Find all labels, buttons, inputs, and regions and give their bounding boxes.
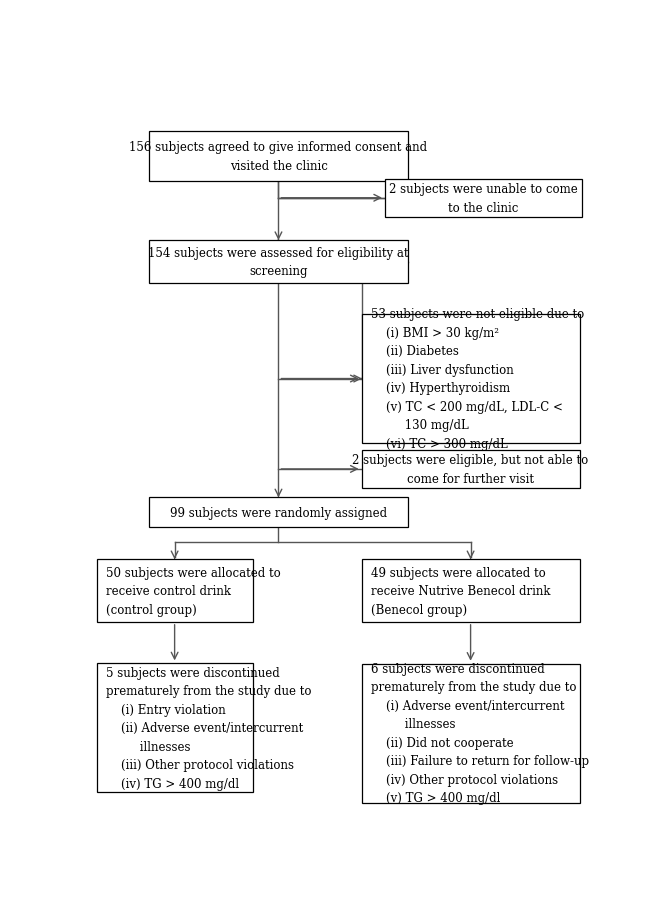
Text: 53 subjects were not eligible due to
    (i) BMI > 30 kg/m²
    (ii) Diabetes
  : 53 subjects were not eligible due to (i)… (371, 308, 584, 450)
Text: 2 subjects were eligible, but not able to
come for further visit: 2 subjects were eligible, but not able t… (352, 454, 589, 485)
FancyBboxPatch shape (96, 664, 253, 792)
FancyBboxPatch shape (362, 559, 580, 622)
FancyBboxPatch shape (362, 664, 580, 803)
Text: 6 subjects were discontinued
prematurely from the study due to
    (i) Adverse e: 6 subjects were discontinued prematurely… (371, 662, 589, 805)
FancyBboxPatch shape (149, 132, 408, 182)
Text: 5 subjects were discontinued
prematurely from the study due to
    (i) Entry vio: 5 subjects were discontinued prematurely… (106, 666, 312, 790)
FancyBboxPatch shape (362, 315, 580, 444)
FancyBboxPatch shape (385, 179, 582, 217)
Text: 99 subjects were randomly assigned: 99 subjects were randomly assigned (170, 506, 387, 519)
Text: 154 subjects were assessed for eligibility at
screening: 154 subjects were assessed for eligibili… (148, 246, 409, 278)
FancyBboxPatch shape (149, 241, 408, 284)
Text: 49 subjects were allocated to
receive Nutrive Benecol drink
(Benecol group): 49 subjects were allocated to receive Nu… (371, 566, 550, 616)
Text: 2 subjects were unable to come
to the clinic: 2 subjects were unable to come to the cl… (389, 183, 578, 215)
FancyBboxPatch shape (362, 450, 580, 489)
FancyBboxPatch shape (149, 498, 408, 527)
Text: 156 subjects agreed to give informed consent and
visited the clinic: 156 subjects agreed to give informed con… (129, 141, 427, 172)
Text: 50 subjects were allocated to
receive control drink
(control group): 50 subjects were allocated to receive co… (106, 566, 281, 616)
FancyBboxPatch shape (96, 559, 253, 622)
